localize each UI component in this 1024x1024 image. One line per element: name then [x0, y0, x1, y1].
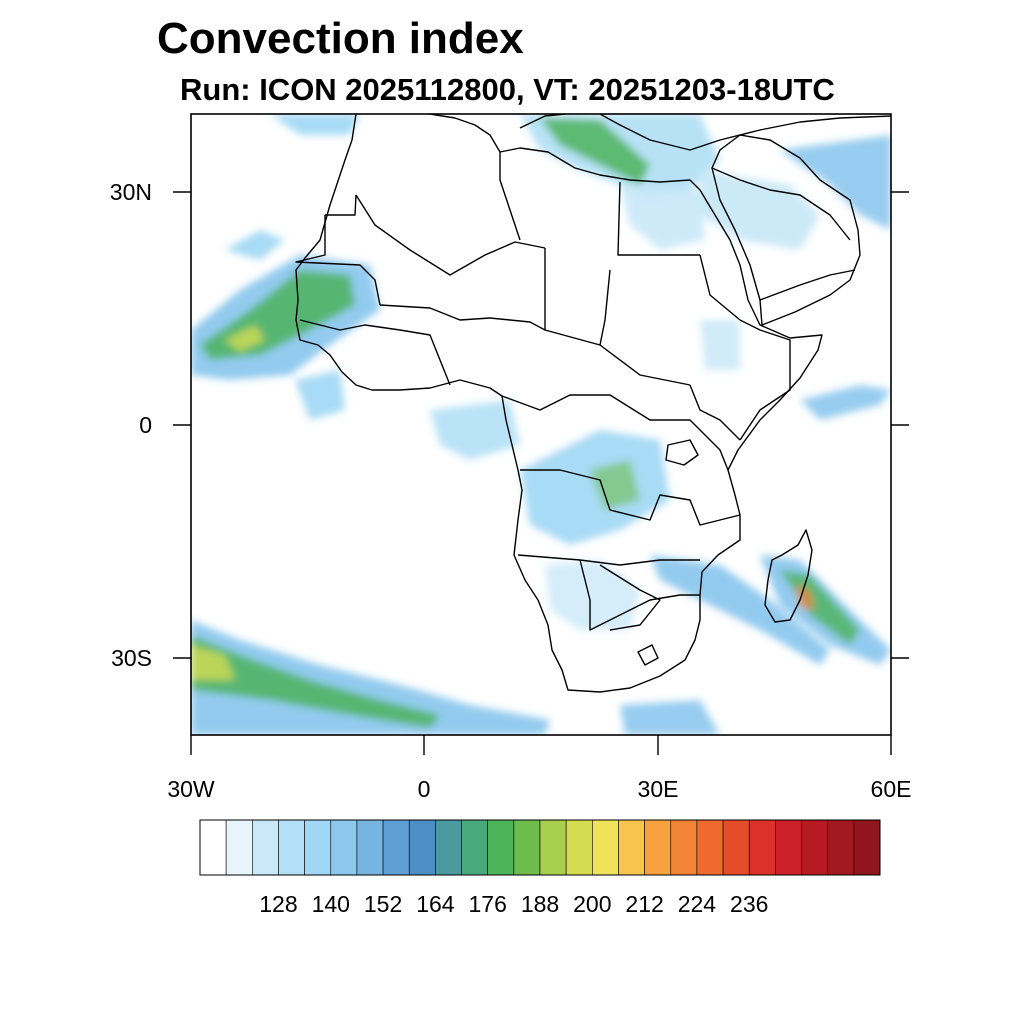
map-tick-labels: 30N 0 30S 30W 0 30E 60E	[110, 179, 912, 802]
convection-area-canary	[225, 230, 285, 260]
colorbar-swatch-8	[408, 819, 436, 876]
colorbar-swatch-23	[801, 819, 828, 876]
convection-area-gulf-guinea	[295, 370, 345, 420]
border-south	[517, 554, 700, 631]
lat-label-30n: 30N	[110, 179, 152, 205]
convection-area-arabia	[700, 170, 820, 250]
colorbar-swatch-5	[330, 819, 358, 876]
border-libya-egypt	[499, 152, 700, 256]
lake-victoria-outline	[665, 439, 699, 466]
colorbar-swatch-15	[592, 819, 619, 876]
colorbar-swatch-11	[487, 819, 515, 876]
convection-area-somali-basin	[800, 385, 891, 420]
convection-area-southern-africa	[545, 560, 640, 630]
colorbar-swatch-14	[565, 819, 593, 876]
convection-area-congo	[430, 400, 520, 460]
colorbar-swatch-10	[461, 819, 488, 876]
colorbar-swatch-21	[748, 819, 776, 876]
colorbar-swatch-22	[775, 819, 802, 876]
map-plot-area	[191, 114, 891, 735]
colorbar-swatch-2	[252, 819, 279, 876]
border-west-africa	[295, 194, 451, 386]
lesotho-outline	[637, 644, 659, 666]
colorbar-label-164: 164	[416, 891, 455, 917]
colorbar-label-224: 224	[678, 891, 717, 917]
colorbar-swatch-4	[304, 819, 332, 876]
colorbar-frame	[199, 819, 881, 876]
lon-label-30e: 30E	[638, 776, 679, 802]
lon-label-30w: 30W	[167, 776, 215, 802]
convection-peak-madagascar	[795, 585, 815, 610]
africa-coastline	[295, 114, 823, 693]
arabia-coastline	[711, 134, 861, 326]
convection-core-west-atlantic	[225, 325, 265, 352]
colorbar-swatch-18	[670, 819, 698, 876]
colorbar-label-236: 236	[730, 891, 768, 917]
colorbar-swatch-3	[278, 819, 305, 876]
colorbar-swatch-6	[356, 819, 384, 876]
border-central	[501, 394, 729, 471]
colorbar-swatch-16	[618, 819, 645, 876]
border-horn	[689, 319, 791, 441]
convection-area-nw-atlantic	[270, 114, 360, 135]
colorbar-label-128: 128	[259, 891, 297, 917]
convection-area-mozambique	[650, 555, 830, 665]
colorbar-swatch-25	[853, 819, 881, 876]
colorbar-swatches	[199, 819, 881, 876]
border-botswana	[599, 564, 661, 631]
convection-area-south-cape	[620, 700, 720, 735]
colorbar-swatch-12	[513, 819, 541, 876]
convection-area-egypt	[620, 185, 705, 250]
chart-title: Convection index	[157, 14, 524, 63]
colorbar-label-188: 188	[521, 891, 559, 917]
convection-field	[191, 114, 891, 735]
border-sahel	[379, 304, 691, 386]
border-chad-sudan	[544, 248, 741, 346]
colorbar-label-212: 212	[625, 891, 663, 917]
colorbar-swatch-7	[382, 819, 410, 876]
lat-label-0: 0	[139, 412, 152, 438]
colorbar: 128 140 152 164 176 188 200 212 224 236	[199, 819, 881, 917]
colorbar-swatch-1	[225, 819, 253, 876]
map-ticks	[173, 191, 909, 755]
madagascar-outline	[764, 529, 813, 623]
colorbar-label-200: 200	[573, 891, 611, 917]
lon-label-60e: 60E	[871, 776, 912, 802]
convection-area-iran	[780, 135, 891, 230]
map-outlines	[295, 114, 891, 693]
colorbar-swatch-19	[696, 819, 724, 876]
colorbar-labels: 128 140 152 164 176 188 200 212 224 236	[259, 891, 768, 917]
convection-area-ethiopia	[700, 320, 740, 370]
border-maghreb	[355, 194, 546, 276]
convection-core-central-africa	[590, 460, 640, 510]
colorbar-label-140: 140	[312, 891, 350, 917]
colorbar-swatch-17	[644, 819, 672, 876]
colorbar-swatch-13	[539, 819, 567, 876]
border-middle-east	[711, 167, 856, 301]
colorbar-swatch-0	[199, 819, 227, 876]
chart-subtitle: Run: ICON 2025112800, VT: 20251203-18UTC	[180, 72, 835, 107]
lat-label-30s: 30S	[111, 645, 152, 671]
convection-peak-south-atlantic	[191, 645, 235, 680]
convection-area-south-atlantic	[191, 620, 550, 735]
convection-core-south-atlantic	[191, 635, 440, 728]
colorbar-label-176: 176	[469, 891, 507, 917]
lon-label-0: 0	[418, 776, 431, 802]
colorbar-swatch-24	[827, 819, 855, 876]
convection-core-mediterranean	[540, 118, 650, 185]
colorbar-label-152: 152	[364, 891, 402, 917]
colorbar-swatch-20	[722, 819, 750, 876]
colorbar-swatch-9	[435, 819, 462, 876]
border-drc	[520, 469, 741, 526]
